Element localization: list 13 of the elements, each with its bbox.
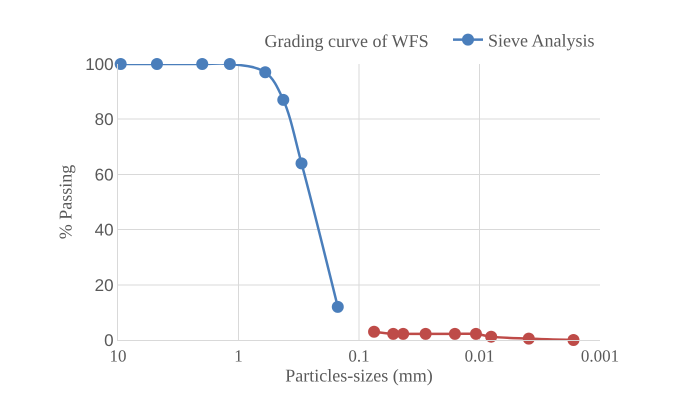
y-tick-label: 20 (94, 276, 114, 295)
x-tick-label: 0.01 (464, 346, 494, 366)
y-tick-label: 100 (85, 54, 114, 74)
x-axis-title: Particles-sizes (mm) (285, 365, 433, 386)
x-tick-label: 0.001 (580, 346, 620, 366)
y-tick-label: 80 (94, 110, 114, 130)
chart-title: Grading curve of WFS (264, 31, 429, 51)
y-tick-label: 60 (94, 165, 114, 184)
legend-label: Sieve Analysis (488, 30, 594, 51)
x-tick-label: 0.1 (348, 346, 370, 366)
x-tick-label: 1 (234, 346, 243, 366)
y-axis-title: % Passing (55, 164, 76, 240)
y-tick-label: 40 (94, 220, 114, 240)
